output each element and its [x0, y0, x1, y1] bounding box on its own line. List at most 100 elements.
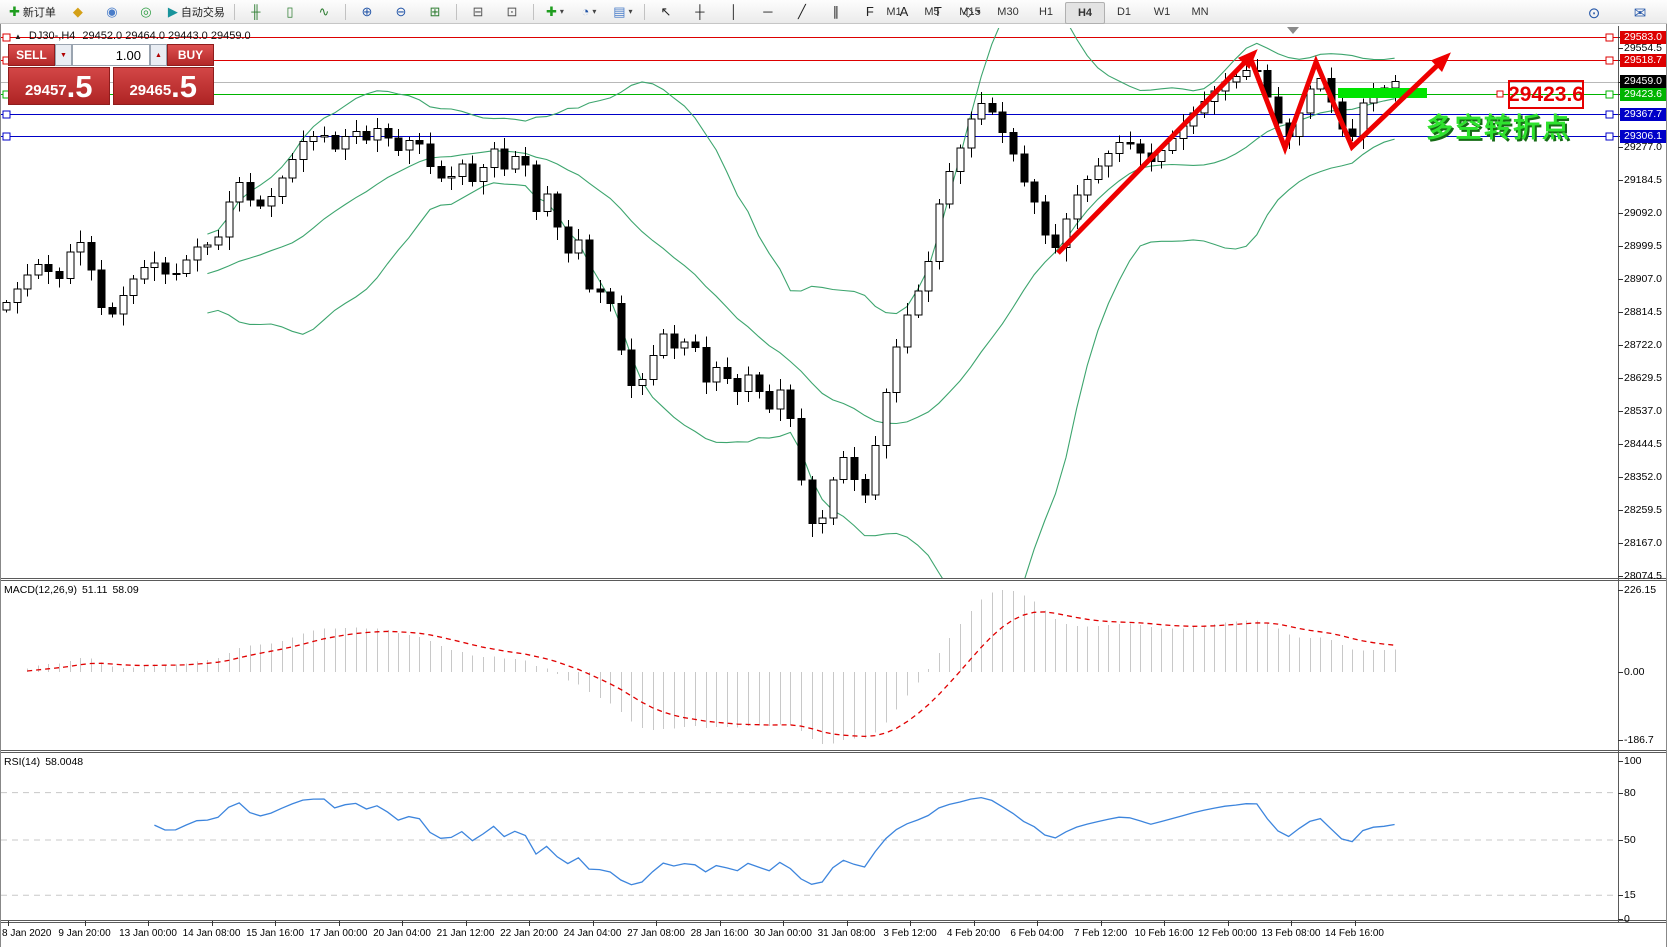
tile-windows-button[interactable]: ⊞ [418, 1, 452, 23]
turning-point-annotation: 多空转折点 [1426, 113, 1571, 143]
dropdown-arrow-icon[interactable]: ▾ [559, 7, 564, 16]
dropdown-arrow-icon[interactable]: ▾ [628, 7, 633, 16]
rsi-tick-label: 15 [1624, 889, 1636, 902]
rsi-value: 58.0048 [45, 756, 84, 768]
fibonacci-button[interactable]: F [853, 1, 887, 23]
horizontal-line-button[interactable]: ─ [751, 1, 785, 23]
price-tick-label: 28537.0 [1624, 404, 1662, 417]
add-indicator-button[interactable]: ✚ ▾ [538, 1, 572, 23]
timeframe-mn[interactable]: MN [1191, 6, 1209, 18]
volume-down-button[interactable]: ▼ [55, 44, 72, 66]
price-tick-label: 28074.5 [1624, 570, 1662, 582]
cursor-button[interactable]: ↖ [649, 1, 683, 23]
bar-chart-icon: ╫ [251, 4, 261, 19]
buy-button[interactable]: BUY [167, 44, 214, 66]
zoom-in-button[interactable]: ⊕ [350, 1, 384, 23]
price-tick-label: 28814.5 [1624, 305, 1662, 318]
volume-up-button[interactable]: ▲ [150, 44, 167, 66]
templates-button[interactable]: ▤ ▾ [606, 1, 640, 23]
new-order-button-label: 新订单 [22, 6, 56, 19]
trendline-button[interactable]: ╱ [785, 1, 819, 23]
macd-tick-label: 0.00 [1624, 666, 1645, 678]
date-label: 14 Jan 08:00 [182, 928, 241, 939]
volume-input[interactable]: 1.00 [72, 44, 150, 66]
chat-icon[interactable]: ✉ [1623, 2, 1657, 24]
date-label: 8 Jan 2020 [2, 928, 52, 939]
date-label: 17 Jan 00:00 [309, 928, 368, 939]
candlestick-chart-icon: ▯ [286, 4, 294, 19]
horizontal-line-icon: ─ [763, 4, 773, 19]
shift-marker-icon [1287, 27, 1299, 34]
date-label: 7 Feb 12:00 [1073, 928, 1128, 939]
price-callout-box: 29423.6 [1508, 80, 1584, 109]
candles [2, 58, 1400, 537]
date-label: 24 Jan 04:00 [563, 928, 622, 939]
chat-icon: ✉ [1633, 4, 1647, 22]
date-label: 6 Feb 04:00 [1010, 928, 1064, 939]
collapse-icon[interactable]: ▲ [14, 31, 22, 41]
price-level-label-green: 29423.6 [1620, 87, 1666, 101]
timeframe-d1[interactable]: D1 [1116, 6, 1132, 18]
price-tick-label: 28629.5 [1624, 371, 1662, 384]
price-tick-label: 29277.0 [1624, 140, 1662, 153]
date-label: 27 Jan 08:00 [627, 928, 685, 939]
sell-button[interactable]: SELL [8, 44, 55, 66]
periods-button[interactable]: ◔ ▾ [572, 1, 606, 23]
rsi-indicator [1, 792, 1618, 896]
highlight-zone [1338, 88, 1427, 98]
crosshair-button[interactable]: ┼ [683, 1, 717, 23]
channel-button[interactable]: ∥ [819, 1, 853, 23]
rsi-pane-label: RSI(14) 58.0048 [4, 756, 84, 768]
timeframe-w1[interactable]: W1 [1153, 6, 1171, 18]
dropdown-arrow-icon[interactable]: ▾ [592, 7, 597, 16]
toolbar-separator [455, 3, 457, 20]
date-label: 15 Jan 16:00 [246, 928, 304, 939]
timeframe-m5[interactable]: M5 [924, 6, 940, 18]
timeframe-m30[interactable]: M30 [997, 6, 1019, 18]
dropdown-arrow-icon[interactable]: ▾ [976, 7, 981, 16]
vertical-line-button[interactable]: │ [717, 1, 751, 23]
community-button[interactable]: ◉ [95, 1, 129, 23]
macd-pane-label: MACD(12,26,9) 51.11 58.09 [4, 584, 139, 596]
signals-icon: ◎ [140, 4, 152, 19]
toolbar-separator [233, 3, 235, 20]
price-level-label-red: 29583.0 [1620, 30, 1666, 44]
timeframe-h4[interactable]: H4 [1065, 2, 1105, 24]
label-button[interactable]: T [921, 1, 955, 23]
gold-chart-icon: ◆ [72, 4, 83, 19]
buy-price-display[interactable]: 29465 .5 [112, 67, 214, 105]
timeframe-h1[interactable]: H1 [1038, 6, 1054, 18]
date-label: 28 Jan 16:00 [690, 928, 749, 939]
zoom-out-button[interactable]: ⊖ [384, 1, 418, 23]
new-order-icon: ✚ [9, 4, 20, 19]
price-tick-label: 28259.5 [1624, 503, 1662, 516]
community-icon: ◉ [106, 4, 118, 19]
signals-button[interactable]: ◎ [129, 1, 163, 23]
bar-chart-button[interactable]: ╫ [239, 1, 273, 23]
gold-chart-button[interactable]: ◆ [61, 1, 95, 23]
autotrading-button[interactable]: ▶ 自动交易 [163, 1, 230, 23]
price-level-label-blue: 29367.7 [1620, 107, 1666, 121]
text-button[interactable]: A [887, 1, 921, 23]
label-icon: T [933, 4, 942, 19]
search-icon[interactable]: ⊙ [1577, 2, 1611, 24]
indicator-list-button[interactable]: ⊡ [495, 1, 529, 23]
sell-price-display[interactable]: 29457 .5 [8, 67, 110, 105]
timeframe-m1[interactable]: M1 [886, 6, 902, 18]
indicator-window-button[interactable]: ⊟ [461, 1, 495, 23]
date-label: 20 Jan 04:00 [373, 928, 431, 939]
zoom-in-icon: ⊕ [361, 4, 373, 19]
crosshair-icon: ┼ [695, 4, 705, 19]
macd-tick-label: -186.7 [1624, 733, 1654, 746]
candlestick-chart-button[interactable]: ▯ [273, 1, 307, 23]
buy-price-main: 29465 [129, 81, 172, 99]
callout-anchor [1496, 90, 1504, 98]
search-icon: ⊙ [1587, 4, 1601, 22]
new-order-button[interactable]: ✚ 新订单 [4, 1, 61, 23]
shapes-button[interactable]: ◇ ▾ [955, 1, 989, 23]
line-chart-button[interactable]: ∿ [307, 1, 341, 23]
timeframe-m15[interactable]: M15 [959, 6, 981, 18]
date-label: 13 Jan 00:00 [119, 928, 177, 939]
